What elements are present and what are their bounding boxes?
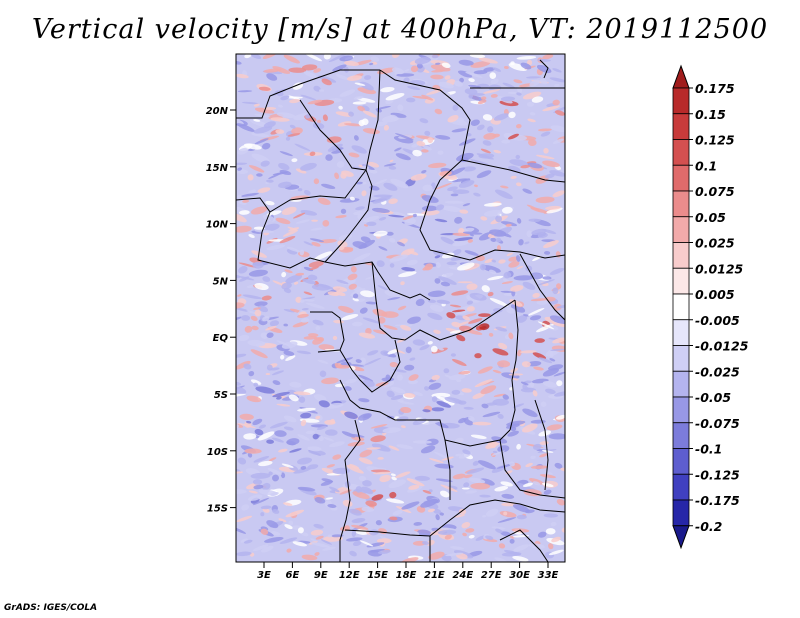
lon-tick-label: 12E [339, 570, 360, 581]
colorbar-label: 0.125 [695, 133, 735, 148]
lat-tick-label: 5S [214, 390, 228, 401]
lat-tick-label: EQ [213, 333, 229, 344]
colorbar-swatch [672, 242, 690, 269]
colorbar-label: 0.0125 [695, 261, 744, 276]
lon-tick-label: 18E [396, 570, 417, 581]
colorbar-label: -0.2 [695, 519, 722, 534]
latitude-axis: 20N 15N 10N 5N EQ 5S 10S 15S [206, 106, 236, 515]
colorbar-label: 0.1 [695, 158, 717, 173]
colorbar-swatch [672, 113, 690, 140]
lon-tick-label: 24E [452, 570, 473, 581]
lat-tick-label: 5N [213, 276, 229, 287]
lat-tick-label: 10S [207, 447, 228, 458]
colorbar-label: -0.025 [695, 364, 740, 379]
lon-tick-label: 15E [367, 570, 388, 581]
lat-tick-label: 20N [206, 106, 229, 117]
colorbar-top-arrow [672, 64, 690, 89]
lon-tick-label: 27E [481, 570, 502, 581]
colorbar [672, 64, 690, 550]
colorbar-label: 0.15 [695, 107, 726, 122]
colorbar-label: -0.175 [695, 493, 740, 508]
colorbar-swatch [672, 164, 690, 192]
colorbar-swatch [672, 87, 690, 115]
lon-tick-label: 3E [257, 570, 271, 581]
colorbar-swatch [672, 396, 690, 424]
colorbar-label: 0.005 [695, 287, 735, 302]
colorbar-label: -0.075 [695, 416, 740, 431]
lat-tick-label: 10N [206, 220, 229, 231]
colorbar-swatch [672, 345, 690, 372]
colorbar-swatch [672, 499, 690, 527]
colorbar-swatch [672, 216, 690, 243]
colorbar-swatch [672, 370, 690, 398]
colorbar-label: -0.005 [695, 313, 740, 328]
colorbar-label: 0.05 [695, 210, 726, 225]
colorbar-label: -0.1 [695, 442, 722, 457]
colorbar-swatch [672, 448, 690, 475]
lon-tick-label: 30E [509, 570, 530, 581]
colorbar-label: 0.175 [695, 81, 735, 96]
velocity-field [236, 54, 565, 562]
country-borders [236, 59, 565, 562]
colorbar-labels: 0.175 0.15 0.125 0.1 0.075 0.05 0.025 0.0125 0.0… [689, 81, 749, 534]
longitude-axis: 3E 6E 9E 12E 15E 18E 21E 24E 27E 30E 33E [257, 562, 559, 581]
colorbar-bottom-arrow [672, 525, 690, 550]
map-frame [235, 53, 566, 563]
chart-title: Vertical velocity [m/s] at 400hPa, VT: 2… [31, 14, 769, 45]
lon-tick-label: 33E [538, 570, 559, 581]
colorbar-swatch [672, 190, 690, 218]
colorbar-swatch [672, 422, 690, 449]
colorbar-swatch [672, 293, 690, 321]
colorbar-swatch [672, 473, 690, 501]
lon-tick-label: 21E [424, 570, 445, 581]
lat-tick-label: 15N [206, 163, 229, 174]
colorbar-label: -0.125 [695, 467, 740, 482]
colorbar-label: -0.05 [695, 390, 731, 405]
lon-tick-label: 6E [286, 570, 300, 581]
colorbar-label: 0.025 [695, 236, 735, 251]
colorbar-swatch [672, 267, 690, 295]
grads-credit: GrADS: IGES/COLA [4, 603, 98, 613]
colorbar-label: 0.075 [695, 184, 735, 199]
colorbar-swatch [672, 139, 690, 166]
colorbar-swatch [672, 319, 690, 346]
lat-tick-label: 15S [207, 504, 228, 515]
lon-tick-label: 9E [314, 570, 328, 581]
colorbar-label: -0.0125 [695, 339, 749, 354]
